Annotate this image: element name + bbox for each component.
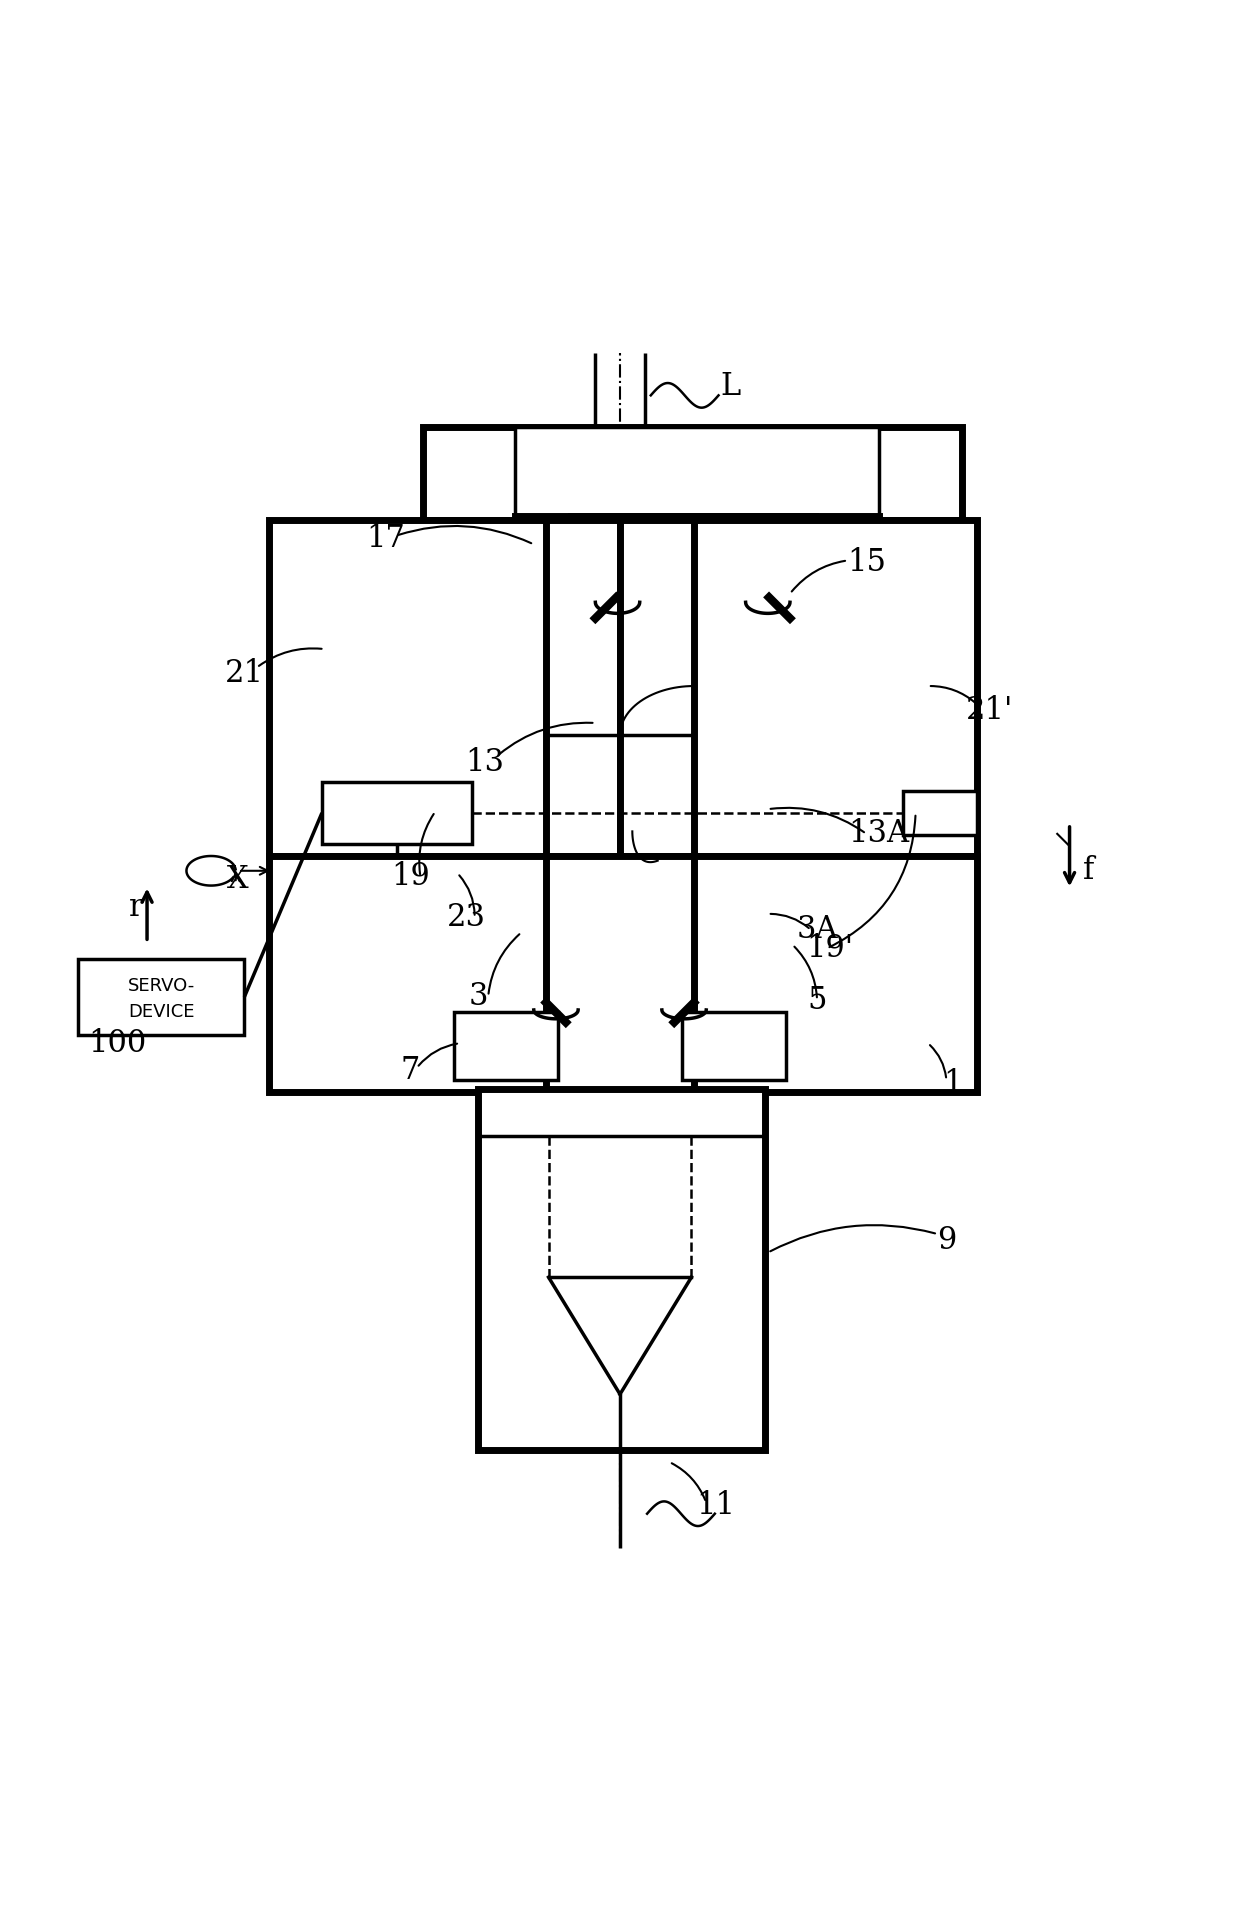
Text: 3: 3 (469, 980, 489, 1013)
Text: 100: 100 (88, 1028, 146, 1058)
Text: 13: 13 (465, 746, 503, 777)
Text: 7: 7 (401, 1055, 420, 1085)
Bar (570, 590, 620, 624)
Bar (269, 521, 620, 856)
Bar (546, 521, 694, 856)
Bar (516, 427, 879, 521)
Bar (479, 1089, 765, 1449)
Text: 19: 19 (392, 861, 430, 892)
Bar (269, 856, 977, 1093)
Bar (682, 1013, 786, 1079)
Text: 23: 23 (446, 901, 486, 934)
Text: X: X (227, 863, 249, 896)
Bar (903, 790, 977, 835)
Text: 21: 21 (224, 658, 264, 689)
Text: L: L (720, 371, 742, 402)
Text: r: r (129, 892, 144, 923)
Text: 11: 11 (697, 1489, 735, 1520)
Text: f: f (1083, 856, 1094, 886)
Text: SERVO-: SERVO- (128, 976, 195, 995)
Bar (765, 590, 815, 624)
Bar (78, 959, 244, 1035)
Text: 13A: 13A (848, 819, 909, 850)
Text: 9: 9 (936, 1225, 956, 1256)
Text: DEVICE: DEVICE (128, 1003, 195, 1020)
Text: 3A: 3A (796, 915, 838, 946)
Bar (516, 517, 879, 578)
Bar (620, 521, 977, 856)
Bar (423, 427, 962, 521)
Bar (558, 517, 827, 578)
Text: 5: 5 (807, 984, 827, 1016)
Bar (322, 783, 472, 844)
Text: 21': 21' (966, 695, 1013, 725)
Text: 17: 17 (367, 523, 405, 553)
Text: 1: 1 (942, 1068, 962, 1099)
Bar (570, 517, 815, 624)
Bar (454, 1013, 558, 1079)
Text: 19': 19' (806, 932, 853, 965)
Text: 15: 15 (847, 547, 885, 578)
Bar (528, 1089, 712, 1118)
